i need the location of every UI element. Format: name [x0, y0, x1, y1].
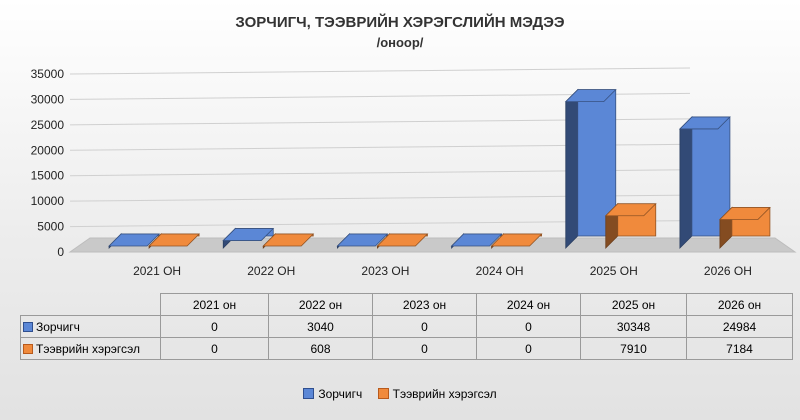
table-cell: 0: [476, 315, 581, 338]
bar-zorchigch: [564, 88, 617, 249]
bar-teevriin-heregsel: [148, 233, 201, 249]
legend-swatch: [303, 388, 315, 399]
table-header: 2021 он: [160, 293, 269, 316]
legend-swatch: [377, 388, 389, 399]
data-table: 2021 он 2022 он 2023 он 2024 он 2025 он …: [20, 293, 793, 360]
legend-item: Зорчигч: [303, 387, 362, 401]
series-swatch: [23, 322, 33, 333]
table-header: 2024 он: [476, 293, 581, 316]
table-cell: 30348: [580, 315, 687, 338]
table-cell: 24984: [686, 315, 793, 338]
chart-subtitle: /оноор/: [377, 35, 424, 50]
table-header-row: 2021 он 2022 он 2023 он 2024 он 2025 он …: [20, 293, 793, 316]
y-tick-label: 35000: [31, 67, 65, 81]
x-tick-label: 2026 ОН: [704, 264, 752, 278]
gridline: [69, 67, 691, 75]
bar-teevriin-heregsel: [490, 233, 543, 249]
y-tick-label: 5000: [37, 220, 64, 234]
table-row-label: Тээврийн хэрэгсэл: [20, 337, 161, 360]
table-cell: 0: [372, 315, 477, 338]
table-row: Тээврийн хэрэгсэл 0 608 0 0 7910 7184: [20, 337, 793, 360]
table-cell: 0: [476, 337, 581, 360]
table-row: Зорчигч 0 3040 0 0 30348 24984: [20, 315, 793, 338]
y-tick-label: 0: [57, 245, 64, 259]
bar-teevriin-heregsel: [376, 233, 429, 249]
legend: Зорчигч Тээврийн хэрэгсэл: [0, 387, 800, 401]
y-tick-label: 25000: [31, 118, 65, 132]
y-tick-label: 20000: [31, 143, 65, 157]
y-tick-label: 15000: [31, 169, 65, 183]
table-header: 2022 он: [268, 293, 373, 316]
table-cell: 3040: [268, 315, 373, 338]
series-name: Зорчигч: [36, 319, 80, 334]
x-tick-label: 2025 ОН: [590, 264, 638, 278]
chart-floor: [68, 237, 797, 253]
y-tick-label: 10000: [31, 194, 65, 208]
table-cell: 0: [160, 315, 269, 338]
table-cell: 7910: [580, 337, 687, 360]
legend-item: Тээврийн хэрэгсэл: [377, 387, 497, 401]
table-cell: 0: [160, 337, 269, 360]
bar-zorchigch: [450, 233, 503, 249]
legend-label: Зорчигч: [318, 387, 363, 401]
table-header: 2026 он: [686, 293, 793, 316]
bar-zorchigch: [678, 115, 731, 249]
table-cell: 0: [372, 337, 477, 360]
table-cell: 608: [268, 337, 373, 360]
legend-label: Тээврийн хэрэгсэл: [392, 387, 497, 401]
table-header: 2025 он: [580, 293, 687, 316]
bar-zorchigch: [108, 233, 161, 249]
bar-teevriin-heregsel: [262, 233, 315, 249]
bar-teevriin-heregsel: [604, 202, 657, 249]
table-cell: 7184: [686, 337, 793, 360]
series-swatch: [23, 344, 33, 355]
table-corner: [20, 293, 161, 316]
bar-teevriin-heregsel: [718, 206, 771, 249]
chart-title: ЗОРЧИГЧ, ТЭЭВРИЙН ХЭРЭГСЛИЙН МЭДЭЭ: [235, 13, 564, 31]
series-name: Тээврийн хэрэгсэл: [36, 341, 141, 356]
x-tick-label: 2024 ОН: [476, 264, 524, 278]
bar-zorchigch: [336, 233, 389, 249]
chart-plot: ЗОРЧИГЧ, ТЭЭВРИЙН ХЭРЭГСЛИЙН МЭДЭЭ /оноо…: [31, 13, 797, 278]
y-tick-label: 30000: [31, 92, 65, 106]
table-row-label: Зорчигч: [20, 315, 161, 338]
x-tick-label: 2023 ОН: [361, 264, 409, 278]
bar-zorchigch: [222, 227, 275, 249]
x-tick-label: 2021 ОН: [133, 264, 181, 278]
table-header: 2023 он: [372, 293, 477, 316]
x-tick-label: 2022 ОН: [247, 264, 295, 278]
